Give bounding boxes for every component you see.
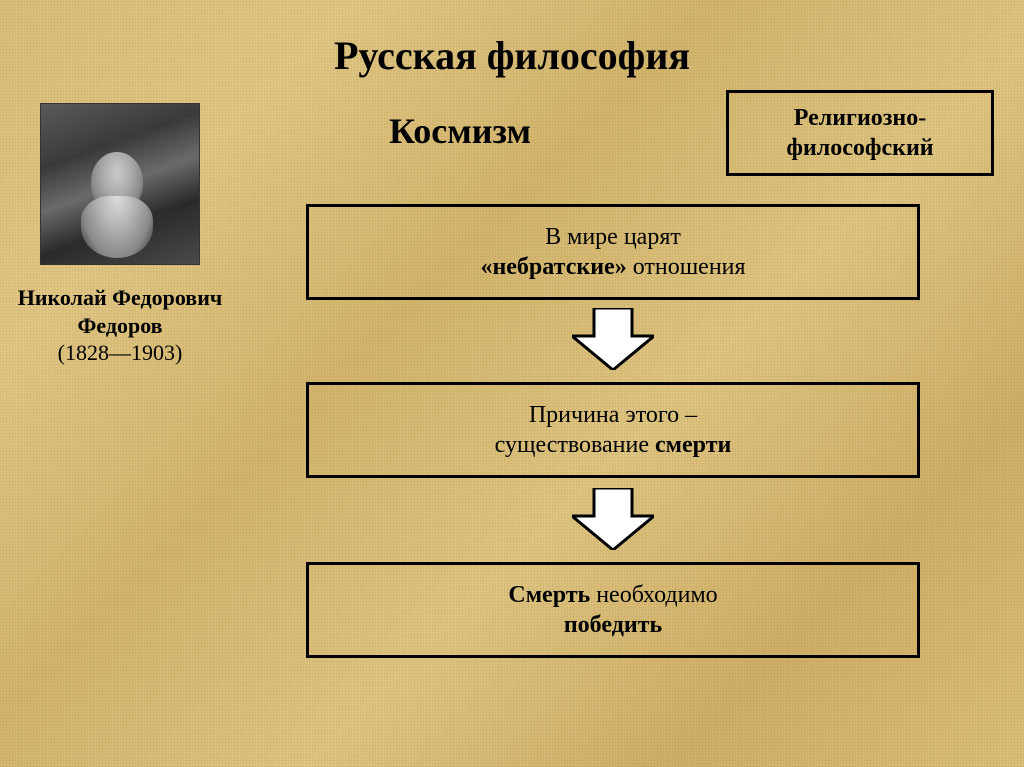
node3-line2: победить xyxy=(564,610,662,640)
node2-bold: смерти xyxy=(655,432,731,458)
node3-bold2: победить xyxy=(564,612,662,638)
node2-line2: существование смерти xyxy=(495,430,732,460)
flow-node-3: Смерть необходимо победить xyxy=(306,562,920,658)
node3-bold1: Смерть xyxy=(508,582,590,608)
caption-years: (1828—1903) xyxy=(10,339,230,367)
category-box: Религиозно- философский xyxy=(726,90,994,176)
node1-bold: «небратские» xyxy=(480,254,626,280)
flow-arrow-1 xyxy=(572,308,654,370)
node2-pre: существование xyxy=(495,432,655,458)
flow-arrow-2 xyxy=(572,488,654,550)
page-title: Русская философия xyxy=(0,32,1024,79)
portrait-caption: Николай Федорович Федоров (1828—1903) xyxy=(10,284,230,367)
node1-post: отношения xyxy=(627,254,746,280)
node3-line1: Смерть необходимо xyxy=(508,580,717,610)
node1-line1: В мире царят xyxy=(545,222,681,252)
node2-line1: Причина этого – xyxy=(529,400,697,430)
page-subtitle: Космизм xyxy=(280,110,640,152)
flow-node-2: Причина этого – существование смерти xyxy=(306,382,920,478)
category-line1: Религиозно- xyxy=(794,103,926,133)
flow-node-1: В мире царят «небратские» отношения xyxy=(306,204,920,300)
node3-post: необходимо xyxy=(590,582,717,608)
caption-name-line2: Федоров xyxy=(10,312,230,340)
portrait-image xyxy=(40,103,200,265)
category-line2: философский xyxy=(786,133,933,163)
node1-line2: «небратские» отношения xyxy=(480,252,745,282)
caption-name-line1: Николай Федорович xyxy=(10,284,230,312)
